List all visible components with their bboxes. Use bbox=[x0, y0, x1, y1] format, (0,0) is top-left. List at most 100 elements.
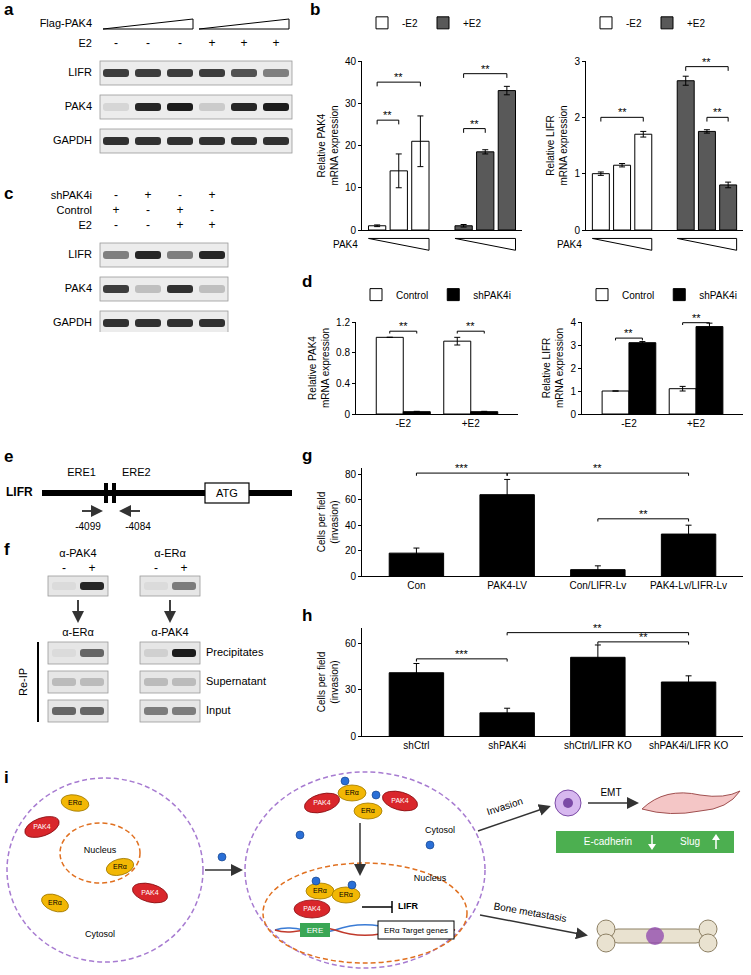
svg-text:3: 3 bbox=[570, 340, 576, 351]
svg-text:ATG: ATG bbox=[216, 487, 238, 499]
svg-text:PAK4: PAK4 bbox=[557, 239, 582, 250]
svg-text:40: 40 bbox=[345, 56, 357, 67]
svg-text:30: 30 bbox=[345, 98, 357, 109]
svg-text:10: 10 bbox=[345, 182, 357, 193]
svg-text:1: 1 bbox=[574, 168, 580, 179]
svg-text:PAK4: PAK4 bbox=[65, 100, 92, 112]
svg-text:Input: Input bbox=[206, 704, 230, 716]
svg-text:+: + bbox=[208, 188, 215, 202]
svg-text:Con/LIFR-Lv: Con/LIFR-Lv bbox=[570, 580, 627, 591]
svg-text:+: + bbox=[144, 188, 151, 202]
svg-text:Cytosol: Cytosol bbox=[85, 929, 115, 939]
svg-text:+E2: +E2 bbox=[687, 18, 706, 29]
svg-text:-: - bbox=[178, 36, 182, 50]
svg-text:**: ** bbox=[624, 327, 633, 339]
svg-text:ERα: ERα bbox=[361, 807, 375, 814]
svg-text:**: ** bbox=[383, 109, 392, 121]
svg-text:+E2: +E2 bbox=[687, 418, 706, 429]
svg-text:shCtrl: shCtrl bbox=[403, 740, 429, 751]
svg-text:ERα: ERα bbox=[68, 799, 82, 806]
svg-text:60: 60 bbox=[345, 638, 357, 649]
svg-text:80: 80 bbox=[345, 469, 357, 480]
svg-text:Relative LIFRmRNA expression: Relative LIFRmRNA expression bbox=[545, 105, 569, 185]
svg-text:Invasion: Invasion bbox=[485, 795, 524, 817]
svg-text:0: 0 bbox=[350, 571, 356, 582]
svg-text:ERE1: ERE1 bbox=[67, 466, 96, 478]
svg-text:2: 2 bbox=[574, 112, 580, 123]
svg-text:+E2: +E2 bbox=[463, 18, 482, 29]
svg-text:-: - bbox=[146, 218, 150, 232]
svg-text:**: ** bbox=[692, 312, 701, 324]
svg-text:-: - bbox=[154, 561, 158, 575]
svg-text:**: ** bbox=[639, 508, 648, 520]
svg-text:LIFR: LIFR bbox=[6, 485, 33, 499]
svg-text:PAK4: PAK4 bbox=[313, 799, 330, 806]
svg-text:**: ** bbox=[639, 631, 648, 643]
svg-text:PAK4: PAK4 bbox=[391, 797, 408, 804]
svg-text:**: ** bbox=[593, 622, 602, 634]
svg-text:shCtrl/LIFR KO: shCtrl/LIFR KO bbox=[564, 740, 632, 751]
svg-text:+: + bbox=[208, 218, 215, 232]
svg-text:0.8: 0.8 bbox=[336, 347, 350, 358]
svg-text:-: - bbox=[114, 36, 118, 50]
svg-text:-4099: -4099 bbox=[75, 521, 101, 532]
svg-text:+: + bbox=[176, 203, 183, 217]
svg-text:α-PAK4: α-PAK4 bbox=[59, 547, 96, 559]
svg-text:**: ** bbox=[481, 63, 490, 75]
svg-text:LIFR: LIFR bbox=[398, 901, 418, 911]
svg-text:**: ** bbox=[713, 106, 722, 118]
svg-text:-E2: -E2 bbox=[402, 18, 418, 29]
svg-text:+: + bbox=[88, 561, 95, 575]
svg-text:Precipitates: Precipitates bbox=[206, 646, 264, 658]
svg-text:Bone metastasis: Bone metastasis bbox=[493, 900, 568, 924]
svg-text:Control: Control bbox=[57, 204, 92, 216]
svg-text:1.2: 1.2 bbox=[336, 317, 350, 328]
svg-text:ERα: ERα bbox=[339, 891, 353, 898]
svg-text:shPAK4i: shPAK4i bbox=[473, 290, 511, 301]
svg-text:GAPDH: GAPDH bbox=[53, 134, 92, 146]
svg-text:+: + bbox=[112, 203, 119, 217]
svg-text:ERα: ERα bbox=[48, 899, 62, 906]
svg-text:ERα: ERα bbox=[345, 789, 359, 796]
svg-text:EMT: EMT bbox=[600, 787, 621, 798]
svg-text:-: - bbox=[210, 203, 214, 217]
svg-text:Relative PAK4mRNA expression: Relative PAK4mRNA expression bbox=[316, 105, 340, 185]
svg-text:**: ** bbox=[394, 71, 403, 83]
svg-text:**: ** bbox=[466, 320, 475, 332]
svg-text:Control: Control bbox=[396, 290, 428, 301]
svg-text:0: 0 bbox=[350, 225, 356, 236]
svg-text:PAK4: PAK4 bbox=[303, 905, 320, 912]
svg-text:-: - bbox=[146, 36, 150, 50]
svg-text:***: *** bbox=[455, 462, 469, 474]
svg-text:20: 20 bbox=[345, 545, 357, 556]
svg-text:+: + bbox=[208, 36, 215, 50]
svg-text:ERα: ERα bbox=[113, 863, 127, 870]
svg-text:-: - bbox=[62, 561, 66, 575]
svg-text:ERE: ERE bbox=[307, 926, 323, 935]
svg-text:-: - bbox=[114, 218, 118, 232]
svg-text:Nucleus: Nucleus bbox=[84, 845, 117, 855]
svg-text:-E2: -E2 bbox=[621, 418, 637, 429]
svg-text:Slug: Slug bbox=[680, 836, 700, 847]
svg-text:Relative PAK4mRNA expression: Relative PAK4mRNA expression bbox=[307, 328, 331, 408]
svg-text:PAK4: PAK4 bbox=[65, 282, 92, 294]
svg-text:-: - bbox=[146, 203, 150, 217]
svg-text:0: 0 bbox=[344, 409, 350, 420]
svg-text:ERα: ERα bbox=[313, 887, 327, 894]
svg-text:Cells per field(invasion): Cells per field(invasion) bbox=[316, 492, 340, 553]
svg-text:+: + bbox=[272, 36, 279, 50]
svg-text:**: ** bbox=[593, 462, 602, 474]
svg-text:PAK4: PAK4 bbox=[141, 889, 158, 896]
svg-text:shPAK4i: shPAK4i bbox=[699, 290, 737, 301]
svg-text:0: 0 bbox=[350, 731, 356, 742]
svg-text:α-PAK4: α-PAK4 bbox=[151, 626, 188, 638]
svg-text:GAPDH: GAPDH bbox=[53, 316, 92, 328]
svg-text:+: + bbox=[240, 36, 247, 50]
svg-text:0: 0 bbox=[574, 225, 580, 236]
svg-text:Con: Con bbox=[407, 580, 425, 591]
svg-text:1: 1 bbox=[570, 386, 576, 397]
svg-text:LIFR: LIFR bbox=[68, 248, 92, 260]
svg-text:***: *** bbox=[455, 648, 469, 660]
svg-text:-E2: -E2 bbox=[395, 418, 411, 429]
svg-text:+: + bbox=[176, 218, 183, 232]
